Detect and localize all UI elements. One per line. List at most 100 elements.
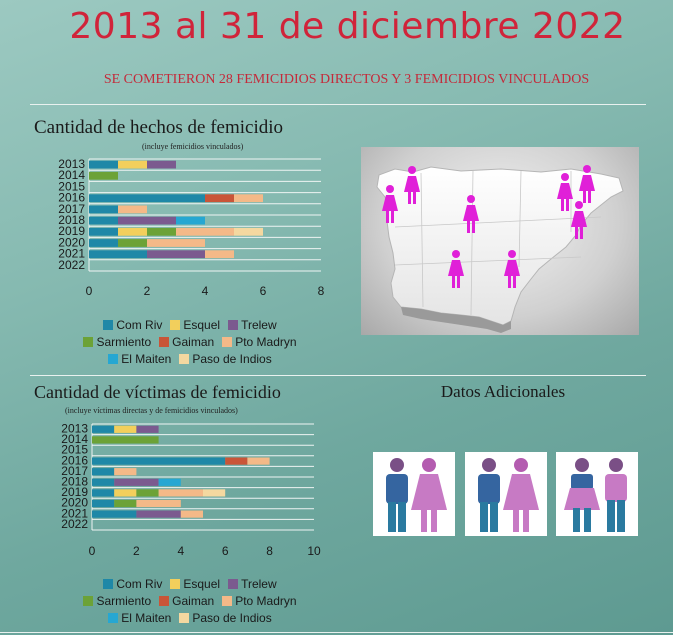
bar-segment (136, 489, 159, 497)
legend-item: Esquel (170, 577, 220, 591)
additional-data-title: Datos Adicionales (440, 382, 566, 401)
legend-swatch (159, 596, 170, 606)
legend-swatch (170, 579, 181, 589)
bar-segment (203, 489, 226, 497)
middle-divider (30, 375, 646, 376)
bar-segment (92, 510, 137, 518)
y-tick-label: 2014 (61, 432, 88, 446)
legend-swatch (228, 320, 239, 330)
bar-segment (118, 227, 147, 236)
legend-item: Gaiman (159, 594, 214, 608)
bar-segment (89, 227, 118, 236)
legend-item: Paso de Indios (179, 352, 272, 366)
legend-item: Paso de Indios (179, 611, 272, 625)
couple-card-3 (556, 452, 638, 536)
bar-segment (89, 216, 118, 225)
y-tick-label: 2016 (61, 453, 88, 467)
bar-segment (147, 160, 176, 169)
chart1-plot: 2013201420152016201720182019202020212022… (58, 157, 325, 298)
legend-swatch (179, 613, 190, 623)
y-tick-label: 2013 (61, 421, 88, 435)
legend-item: Sarmiento (83, 335, 151, 349)
legend-swatch (83, 337, 94, 347)
legend-label: El Maiten (121, 611, 172, 625)
chart1-title: Cantidad de hechos de femicidio (34, 117, 284, 138)
bar-segment (205, 194, 234, 203)
bar-segment (136, 510, 181, 518)
x-tick-label: 10 (307, 544, 321, 558)
y-tick-label: 2021 (61, 506, 88, 520)
chart1-legend: Com Riv Esquel Trelew Sarmiento Gaiman Pto Ma… (40, 318, 340, 369)
x-tick-label: 0 (86, 284, 93, 298)
x-tick-label: 8 (266, 544, 273, 558)
y-tick-label: 2019 (61, 485, 88, 499)
couple-card-1 (373, 452, 455, 536)
legend-label: Sarmiento (96, 594, 152, 608)
x-tick-label: 6 (222, 544, 229, 558)
legend-item: El Maiten (108, 352, 171, 366)
legend-item: Com Riv (103, 577, 162, 591)
x-tick-label: 0 (89, 544, 96, 558)
female-marker-icon (557, 173, 573, 211)
female-marker-icon (504, 250, 520, 288)
bar-segment (92, 457, 226, 465)
y-tick-label: 2016 (58, 191, 85, 205)
province-shape-edge (401, 307, 511, 333)
legend-item: Com Riv (103, 318, 162, 332)
x-tick-label: 8 (318, 284, 325, 298)
bar-segment (114, 489, 137, 497)
bar-segment (114, 425, 137, 433)
bar-segment (118, 160, 147, 169)
legend-item: Pto Madryn (222, 335, 297, 349)
x-tick-label: 4 (202, 284, 209, 298)
couple-icon-man-woman-2 (478, 458, 539, 532)
bar-segment (247, 457, 270, 465)
y-tick-label: 2021 (58, 247, 85, 261)
legend-item: Gaiman (159, 335, 214, 349)
top-divider (30, 104, 646, 105)
y-tick-label: 2015 (58, 179, 85, 193)
legend-swatch (170, 320, 181, 330)
chart2-plot: 2013201420152016201720182019202020212022… (61, 421, 321, 558)
legend-label: Trelew (241, 577, 277, 591)
legend-swatch (108, 354, 119, 364)
bar-segment (114, 468, 137, 476)
legend-label: Sarmiento (96, 335, 152, 349)
bar-segment (176, 227, 234, 236)
chart2-note: (incluye víctimas directas y de femicidi… (65, 406, 238, 415)
legend-swatch (83, 596, 94, 606)
x-tick-label: 6 (260, 284, 267, 298)
bar-segment (158, 478, 181, 486)
female-marker-icon (404, 166, 420, 204)
map-panel (361, 147, 639, 335)
bar-segment (92, 478, 115, 486)
bar-segment (92, 468, 115, 476)
legend-swatch (222, 596, 233, 606)
bar-segment (180, 510, 203, 518)
bar-segment (136, 499, 181, 508)
bar-segment (118, 205, 147, 214)
legend-label: Trelew (241, 318, 277, 332)
y-tick-label: 2017 (58, 202, 85, 216)
bar-segment (205, 250, 234, 259)
department-lines (394, 170, 602, 316)
bar-segment (92, 489, 115, 497)
legend-item: Trelew (228, 577, 277, 591)
legend-label: Pto Madryn (235, 594, 297, 608)
bar-segment (114, 499, 137, 508)
x-tick-label: 2 (144, 284, 151, 298)
legend-label: Gaiman (172, 335, 215, 349)
y-tick-label: 2020 (58, 235, 85, 249)
bar-segment (136, 425, 159, 433)
chart2-title: Cantidad de víctimas de femicidio (34, 382, 281, 402)
couple-card-2 (465, 452, 547, 536)
bar-segment (147, 250, 205, 259)
bar-segment (92, 425, 115, 433)
bar-segment (89, 239, 118, 247)
legend-label: Com Riv (116, 318, 163, 332)
y-tick-label: 2020 (61, 496, 88, 510)
bar-segment (114, 478, 159, 486)
bottom-divider (0, 632, 673, 633)
y-tick-label: 2013 (58, 157, 85, 171)
x-tick-label: 2 (133, 544, 140, 558)
